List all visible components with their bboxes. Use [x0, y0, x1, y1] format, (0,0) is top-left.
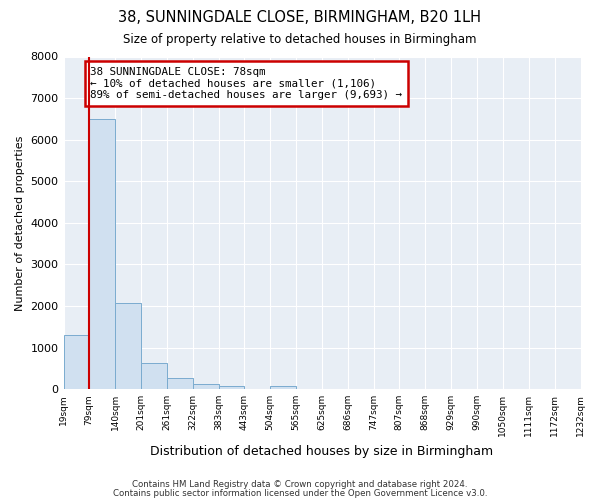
Text: 38 SUNNINGDALE CLOSE: 78sqm
← 10% of detached houses are smaller (1,106)
89% of : 38 SUNNINGDALE CLOSE: 78sqm ← 10% of det…: [91, 67, 403, 100]
Text: Contains HM Land Registry data © Crown copyright and database right 2024.: Contains HM Land Registry data © Crown c…: [132, 480, 468, 489]
Bar: [141, 363, 167, 389]
Bar: [193, 384, 218, 389]
Bar: [218, 386, 244, 389]
Text: Contains public sector information licensed under the Open Government Licence v3: Contains public sector information licen…: [113, 489, 487, 498]
Bar: [89, 119, 115, 389]
Y-axis label: Number of detached properties: Number of detached properties: [15, 135, 25, 310]
Bar: [167, 378, 193, 389]
Bar: [115, 302, 141, 389]
X-axis label: Distribution of detached houses by size in Birmingham: Distribution of detached houses by size …: [151, 444, 494, 458]
Bar: [270, 386, 296, 389]
Text: Size of property relative to detached houses in Birmingham: Size of property relative to detached ho…: [123, 32, 477, 46]
Text: 38, SUNNINGDALE CLOSE, BIRMINGHAM, B20 1LH: 38, SUNNINGDALE CLOSE, BIRMINGHAM, B20 1…: [119, 10, 482, 25]
Bar: [64, 335, 89, 389]
